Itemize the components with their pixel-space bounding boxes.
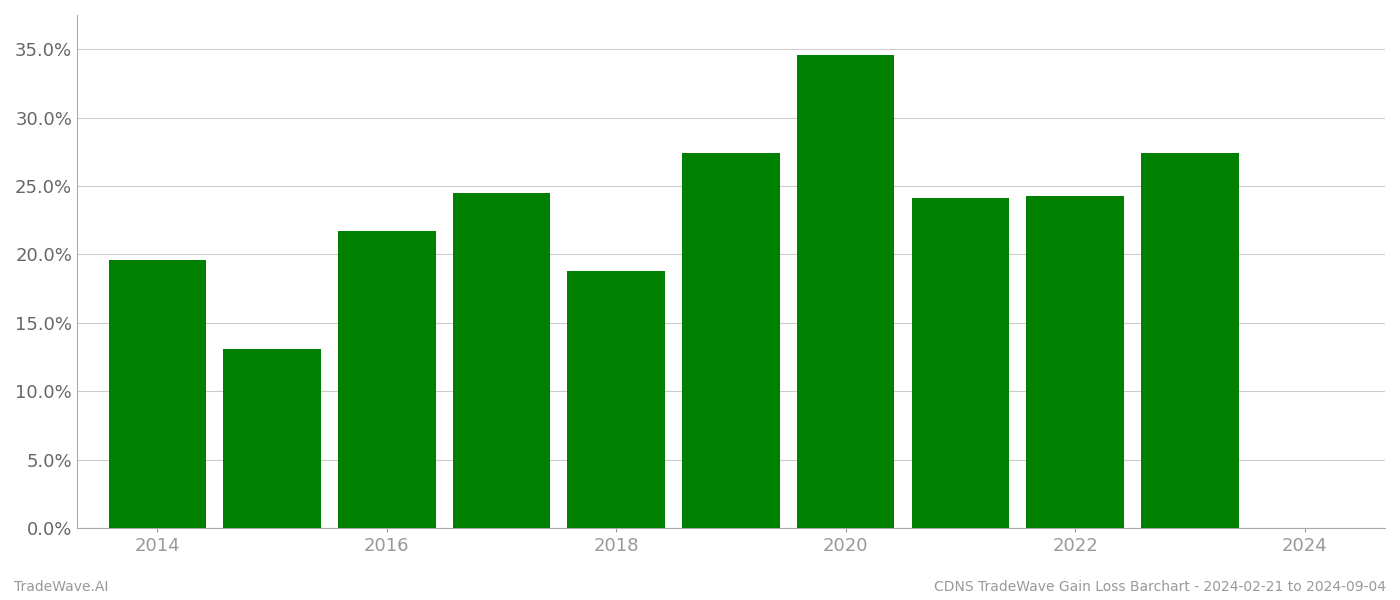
Bar: [452, 193, 550, 528]
Bar: [911, 199, 1009, 528]
Bar: [109, 260, 206, 528]
Bar: [1141, 153, 1239, 528]
Bar: [337, 231, 435, 528]
Bar: [567, 271, 665, 528]
Bar: [797, 55, 895, 528]
Text: TradeWave.AI: TradeWave.AI: [14, 580, 108, 594]
Text: CDNS TradeWave Gain Loss Barchart - 2024-02-21 to 2024-09-04: CDNS TradeWave Gain Loss Barchart - 2024…: [934, 580, 1386, 594]
Bar: [223, 349, 321, 528]
Bar: [682, 153, 780, 528]
Bar: [1026, 196, 1124, 528]
